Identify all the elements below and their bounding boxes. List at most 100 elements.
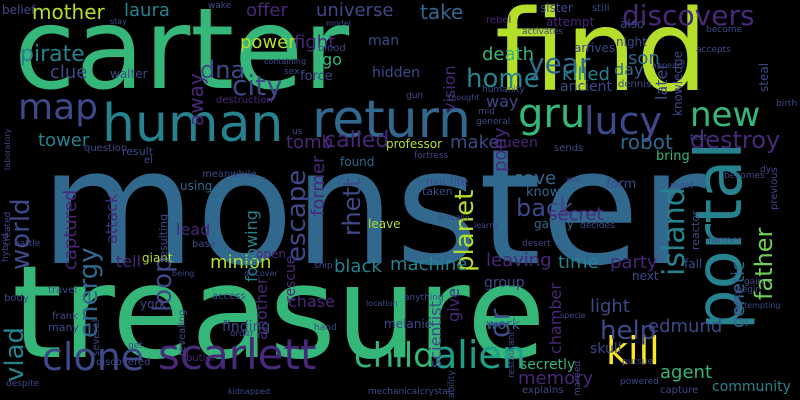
- word-birth: birth: [776, 99, 798, 109]
- word-begin: begin: [736, 285, 762, 295]
- word-access: access: [212, 291, 246, 302]
- word-discovered: discovered: [96, 357, 151, 368]
- word-tomb: tomb: [286, 132, 334, 153]
- word-despite: despite: [6, 379, 40, 389]
- word-stay: stay: [110, 17, 127, 26]
- word-son: son: [628, 48, 660, 69]
- word-war: war: [566, 175, 581, 184]
- word-revealing: revealing: [177, 309, 188, 356]
- word-become: become: [706, 25, 743, 35]
- word-frank: frank: [52, 311, 78, 322]
- word-using: using: [180, 179, 213, 193]
- word-being: being: [172, 269, 195, 278]
- word-work: work: [486, 317, 520, 333]
- word-map: map: [18, 87, 98, 128]
- word-us: us: [292, 127, 303, 137]
- word-sex: sex: [284, 67, 300, 77]
- word-thought: thought: [448, 93, 480, 102]
- word-escape: escape: [282, 169, 312, 262]
- word-former: former: [308, 155, 329, 216]
- word-edmund: edmund: [648, 316, 723, 337]
- word-new: new: [690, 95, 761, 135]
- word-fall: fall: [684, 257, 703, 271]
- word-day: day: [614, 60, 644, 79]
- word-go: go: [322, 50, 342, 69]
- word-vlad: vlad: [0, 326, 30, 382]
- word-man: man: [368, 33, 400, 49]
- word-steal: steal: [757, 62, 771, 92]
- word-death: death: [482, 44, 534, 65]
- word-fight: fight: [294, 32, 336, 53]
- word-know: know: [526, 185, 561, 200]
- word-activates: activates: [522, 27, 564, 37]
- word-force: force: [300, 69, 333, 84]
- word-destruction: destruction: [216, 95, 273, 106]
- word-minion: minion: [210, 252, 272, 273]
- word-way: way: [486, 92, 519, 111]
- word-explains: explains: [522, 385, 564, 396]
- word-battle: battle: [14, 239, 41, 249]
- word-power: power: [240, 32, 296, 53]
- word-model: model: [326, 19, 351, 28]
- word-light: light: [590, 296, 630, 317]
- word-chase: chase: [288, 292, 335, 311]
- word-back: back: [516, 194, 574, 222]
- word-professor: professor: [386, 137, 443, 151]
- word-group: group: [484, 275, 525, 291]
- word-monster: monster: [40, 114, 706, 301]
- word-containing: containing: [264, 57, 307, 66]
- word-leave: leave: [368, 217, 401, 231]
- word-rhett: rhett: [338, 177, 366, 236]
- word-away: away: [184, 73, 208, 126]
- word-make: make: [450, 132, 500, 153]
- word-attempting: attempting: [736, 301, 781, 310]
- word-resulting: resulting: [157, 213, 170, 262]
- word-also: also: [620, 17, 645, 31]
- word-ship: ship: [314, 261, 333, 271]
- word-restaurant: restaurant: [507, 331, 517, 378]
- word-destroy: destroy: [690, 126, 781, 154]
- word-gun: gun: [406, 91, 424, 101]
- word-skull: skull: [590, 341, 622, 357]
- word-dna: dna: [200, 56, 246, 84]
- word-capture: capture: [660, 385, 699, 396]
- word-dy: dy: [760, 165, 772, 175]
- word-several: several: [91, 319, 102, 356]
- word-party: party: [610, 252, 658, 273]
- word-meet: meet: [670, 181, 694, 191]
- word-ruin: ruin: [426, 177, 446, 188]
- word-attack: attack: [102, 193, 121, 244]
- word-carter: carter: [14, 0, 350, 115]
- word-secret: secret: [548, 204, 604, 225]
- word-tower: tower: [38, 130, 90, 151]
- word-ancient: ancient: [560, 79, 613, 95]
- word-scientist: scientist: [426, 301, 445, 368]
- word-gru: gru: [518, 91, 586, 137]
- word-black: black: [334, 256, 382, 277]
- word-actually: actually: [438, 213, 470, 222]
- word-previous: previous: [769, 167, 780, 210]
- word-becomes: becomes: [724, 171, 765, 181]
- word-order: order: [230, 329, 254, 339]
- word-save: save: [514, 168, 557, 189]
- word-general: general: [476, 117, 511, 127]
- word-travel: travel: [48, 285, 78, 296]
- word-question: question: [84, 143, 128, 154]
- word-hand: hand: [314, 323, 337, 333]
- word-appears: appears: [652, 61, 685, 70]
- word-pony: pony: [490, 127, 511, 173]
- word-mother: mother: [32, 0, 105, 24]
- word-pirate: pirate: [20, 42, 85, 67]
- word-galaxy: galaxy: [534, 217, 574, 231]
- word-fortress: fortress: [414, 151, 449, 161]
- word-melanie: melanie: [384, 317, 433, 331]
- word-leaving: leaving: [486, 250, 552, 271]
- word-child: child: [354, 336, 435, 376]
- word-arrives: arrives: [574, 41, 616, 55]
- word-farmer: farmer: [708, 235, 742, 246]
- word-treasure: treasure: [12, 239, 546, 388]
- word-tell: tell: [116, 252, 142, 271]
- word-learns: learns: [474, 221, 499, 230]
- word-human: human: [102, 94, 284, 154]
